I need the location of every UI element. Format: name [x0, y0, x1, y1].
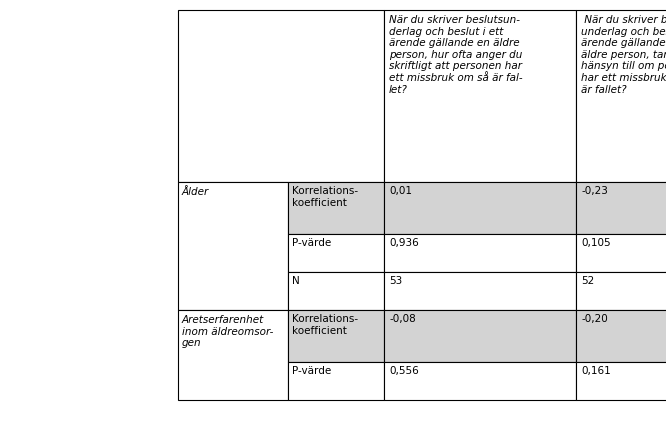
Text: -0,20: -0,20 [581, 314, 608, 324]
Text: När du skriver besluts-
underlag och beslut i ett
ärende gällande en
äldre perso: När du skriver besluts- underlag och bes… [581, 15, 666, 95]
Bar [384, 182, 576, 234]
Bar [178, 310, 288, 400]
Text: P-värde: P-värde [292, 238, 331, 248]
Bar [178, 182, 288, 310]
Bar [384, 234, 576, 272]
Bar [288, 362, 384, 400]
Text: Korrelations-
koefficient: Korrelations- koefficient [292, 314, 358, 335]
Bar [576, 310, 666, 362]
Text: 0,936: 0,936 [389, 238, 419, 248]
Bar [288, 310, 384, 362]
Text: Aretserfarenhet
inom äldreomsor-
gen: Aretserfarenhet inom äldreomsor- gen [182, 315, 273, 348]
Text: 0,01: 0,01 [389, 186, 412, 196]
Text: 0,161: 0,161 [581, 366, 611, 376]
Bar [384, 10, 576, 182]
Text: -0,23: -0,23 [581, 186, 608, 196]
Bar [288, 234, 384, 272]
Text: N: N [292, 276, 300, 286]
Text: 53: 53 [389, 276, 402, 286]
Bar [576, 234, 666, 272]
Text: Ålder: Ålder [182, 187, 209, 197]
Bar [576, 10, 666, 182]
Text: P-värde: P-värde [292, 366, 331, 376]
Text: Korrelations-
koefficient: Korrelations- koefficient [292, 186, 358, 207]
Bar [576, 182, 666, 234]
Bar [178, 10, 384, 182]
Bar [288, 182, 384, 234]
Bar [384, 272, 576, 310]
Bar [384, 362, 576, 400]
Bar [384, 310, 576, 362]
Bar [288, 272, 384, 310]
Text: När du skriver beslutsun-
derlag och beslut i ett
ärende gällande en äldre
perso: När du skriver beslutsun- derlag och bes… [389, 15, 523, 95]
Text: -0,08: -0,08 [389, 314, 416, 324]
Bar [576, 362, 666, 400]
Text: 0,556: 0,556 [389, 366, 419, 376]
Text: 52: 52 [581, 276, 594, 286]
Bar [576, 272, 666, 310]
Text: 0,105: 0,105 [581, 238, 611, 248]
